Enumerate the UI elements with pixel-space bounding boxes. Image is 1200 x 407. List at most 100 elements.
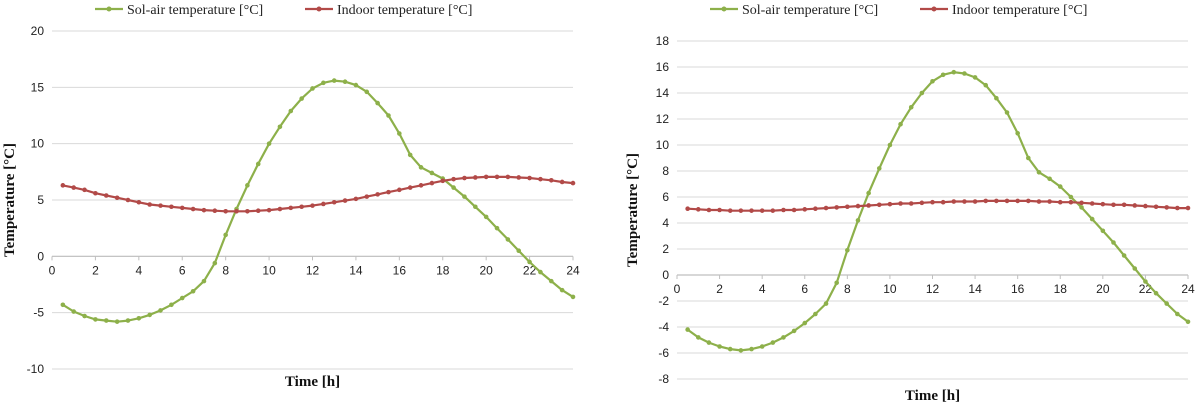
chart-1-sol-air-point bbox=[1057, 184, 1063, 189]
chart-1-ytick-label: 4 bbox=[662, 216, 669, 230]
chart-1-sol-air-point bbox=[1153, 290, 1159, 296]
chart-1-xtick-label: 4 bbox=[759, 282, 766, 296]
chart-0-sol-air-point bbox=[82, 313, 87, 319]
chart-0-indoor-point bbox=[310, 203, 315, 208]
chart-0-x-axis-title: Time [h] bbox=[285, 374, 340, 390]
chart-0-sol-air-point bbox=[429, 170, 435, 176]
chart-0-sol-air-point bbox=[136, 316, 142, 321]
chart-1-indoor-point bbox=[727, 208, 733, 213]
chart-0-xtick-label: 8 bbox=[222, 263, 229, 277]
chart-0-sol-air-point bbox=[310, 86, 315, 91]
chart-1-indoor-point bbox=[781, 207, 786, 213]
chart-0-sol-air-point bbox=[494, 225, 500, 231]
chart-1-indoor-point bbox=[685, 206, 690, 211]
chart-0-sol-air-point bbox=[114, 319, 120, 324]
chart-1-sol-air-point bbox=[1047, 176, 1052, 182]
chart-1-indoor-point bbox=[802, 207, 808, 212]
chart-1-xtick-label: 2 bbox=[716, 282, 723, 296]
chart-1-y-axis-title: Temperature [°C] bbox=[625, 153, 641, 267]
chart-0-indoor-point bbox=[60, 183, 66, 188]
chart-1-sol-air-point bbox=[940, 72, 946, 78]
chart-1-indoor-point bbox=[706, 207, 712, 213]
chart-0-indoor-point bbox=[418, 183, 424, 188]
chart-0-sol-air-point bbox=[364, 89, 370, 95]
chart-1-sol-air-point bbox=[855, 218, 861, 223]
chart-0-sol-air-point bbox=[223, 232, 228, 238]
chart-0-sol-air-point bbox=[212, 260, 218, 266]
chart-1-indoor-point bbox=[1026, 198, 1031, 204]
chart-1-indoor-point bbox=[930, 199, 935, 205]
chart-0-sol-air-point bbox=[158, 308, 163, 313]
chart-1-sol-air-point bbox=[727, 346, 733, 352]
chart-0-xtick-label: 10 bbox=[262, 263, 276, 277]
chart-0-indoor-point bbox=[451, 176, 456, 182]
chart-1-indoor-point bbox=[919, 200, 925, 206]
chart-1-xtick-label: 6 bbox=[801, 282, 808, 296]
chart-1-sol-air-point bbox=[770, 340, 776, 345]
chart-1-ytick-label: 8 bbox=[662, 164, 669, 178]
chart-0-indoor-point bbox=[353, 196, 359, 202]
chart-0-sol-air-point bbox=[559, 287, 565, 293]
chart-1-xtick-label: 10 bbox=[883, 282, 897, 296]
chart-0-indoor-point bbox=[103, 193, 109, 198]
chart-1-ytick-label: -4 bbox=[658, 320, 669, 334]
chart-0-indoor-point bbox=[516, 175, 522, 180]
chart-1-indoor-point bbox=[1164, 205, 1170, 210]
chart-1-ytick-label: 0 bbox=[662, 268, 669, 282]
chart-1-indoor-point bbox=[855, 203, 861, 209]
chart-0-ytick-label: 5 bbox=[37, 193, 44, 207]
chart-right: -8 -6 -4 -2 0 2 4 6 8 10 12 14 16 18 0 2 4 6 8 10 12 14 16 18 20… bbox=[610, 0, 1200, 407]
chart-1-indoor-point bbox=[1089, 201, 1095, 206]
chart-0-indoor-point bbox=[114, 195, 120, 201]
chart-1-ytick-label: -6 bbox=[658, 346, 669, 360]
chart-1-indoor-point bbox=[845, 204, 850, 210]
chart-1-indoor-point bbox=[1132, 203, 1138, 208]
chart-0-indoor-point bbox=[179, 205, 185, 211]
chart-0-sol-air-point bbox=[451, 185, 456, 190]
chart-1-sol-air-point bbox=[845, 248, 850, 253]
chart-1-indoor-point bbox=[717, 207, 722, 213]
chart-0-ytick-label: -10 bbox=[27, 362, 45, 376]
chart-0-indoor-point bbox=[299, 204, 304, 210]
chart-0-indoor-point bbox=[505, 174, 511, 180]
chart-0-ytick-label: 15 bbox=[31, 80, 45, 94]
chart-1-xtick-label: 18 bbox=[1054, 282, 1068, 296]
chart-0-indoor-point bbox=[169, 204, 174, 210]
chart-0-sol-air-point bbox=[342, 79, 348, 84]
chart-1-sol-air-point bbox=[823, 301, 829, 306]
chart-0-legend-indoor-marker bbox=[316, 6, 322, 12]
chart-1-indoor-point bbox=[813, 206, 818, 211]
chart-0-xtick-label: 14 bbox=[349, 263, 363, 277]
chart-1-indoor-point bbox=[898, 201, 903, 206]
chart-1-x-axis-title: Time [h] bbox=[905, 388, 960, 404]
chart-0-legend-indoor-label: Indoor temperature [°C] bbox=[337, 3, 472, 18]
chart-0-indoor-point bbox=[82, 187, 87, 193]
chart-1-legend-sol-air-label: Sol-air temperature [°C] bbox=[742, 3, 878, 18]
chart-1-indoor-point bbox=[823, 205, 829, 211]
chart-0-xtick-label: 16 bbox=[393, 263, 407, 277]
chart-1-sol-air-point bbox=[983, 82, 989, 88]
chart-0-sol-air-point bbox=[538, 269, 543, 275]
chart-0-indoor-point bbox=[342, 198, 348, 203]
chart-1-sol-air-point bbox=[1004, 110, 1010, 115]
chart-1-sol-air-point bbox=[813, 311, 818, 317]
chart-0-indoor-point bbox=[71, 185, 77, 190]
chart-0-ytick-label: -5 bbox=[33, 306, 44, 320]
chart-1-sol-air-point bbox=[1164, 301, 1170, 306]
chart-0-xtick-label: 24 bbox=[566, 263, 580, 277]
chart-1-sol-air-point bbox=[1111, 240, 1116, 245]
chart-1-xtick-label: 12 bbox=[926, 282, 940, 296]
chart-1-sol-air-point bbox=[834, 280, 839, 286]
chart-0-sol-air-point bbox=[527, 259, 532, 265]
chart-1-xtick-label: 0 bbox=[674, 282, 681, 296]
chart-1-indoor-point bbox=[1015, 198, 1020, 204]
chart-1-indoor-point bbox=[1185, 205, 1191, 211]
chart-1-indoor-point bbox=[1143, 203, 1148, 209]
chart-1-indoor-point bbox=[759, 208, 765, 213]
chart-0-indoor-point bbox=[527, 175, 532, 181]
chart-0-sol-air-point bbox=[299, 96, 304, 101]
chart-0-indoor-line bbox=[62, 175, 574, 213]
chart-0-indoor-point bbox=[429, 180, 435, 186]
chart-0-indoor-point bbox=[494, 174, 500, 180]
